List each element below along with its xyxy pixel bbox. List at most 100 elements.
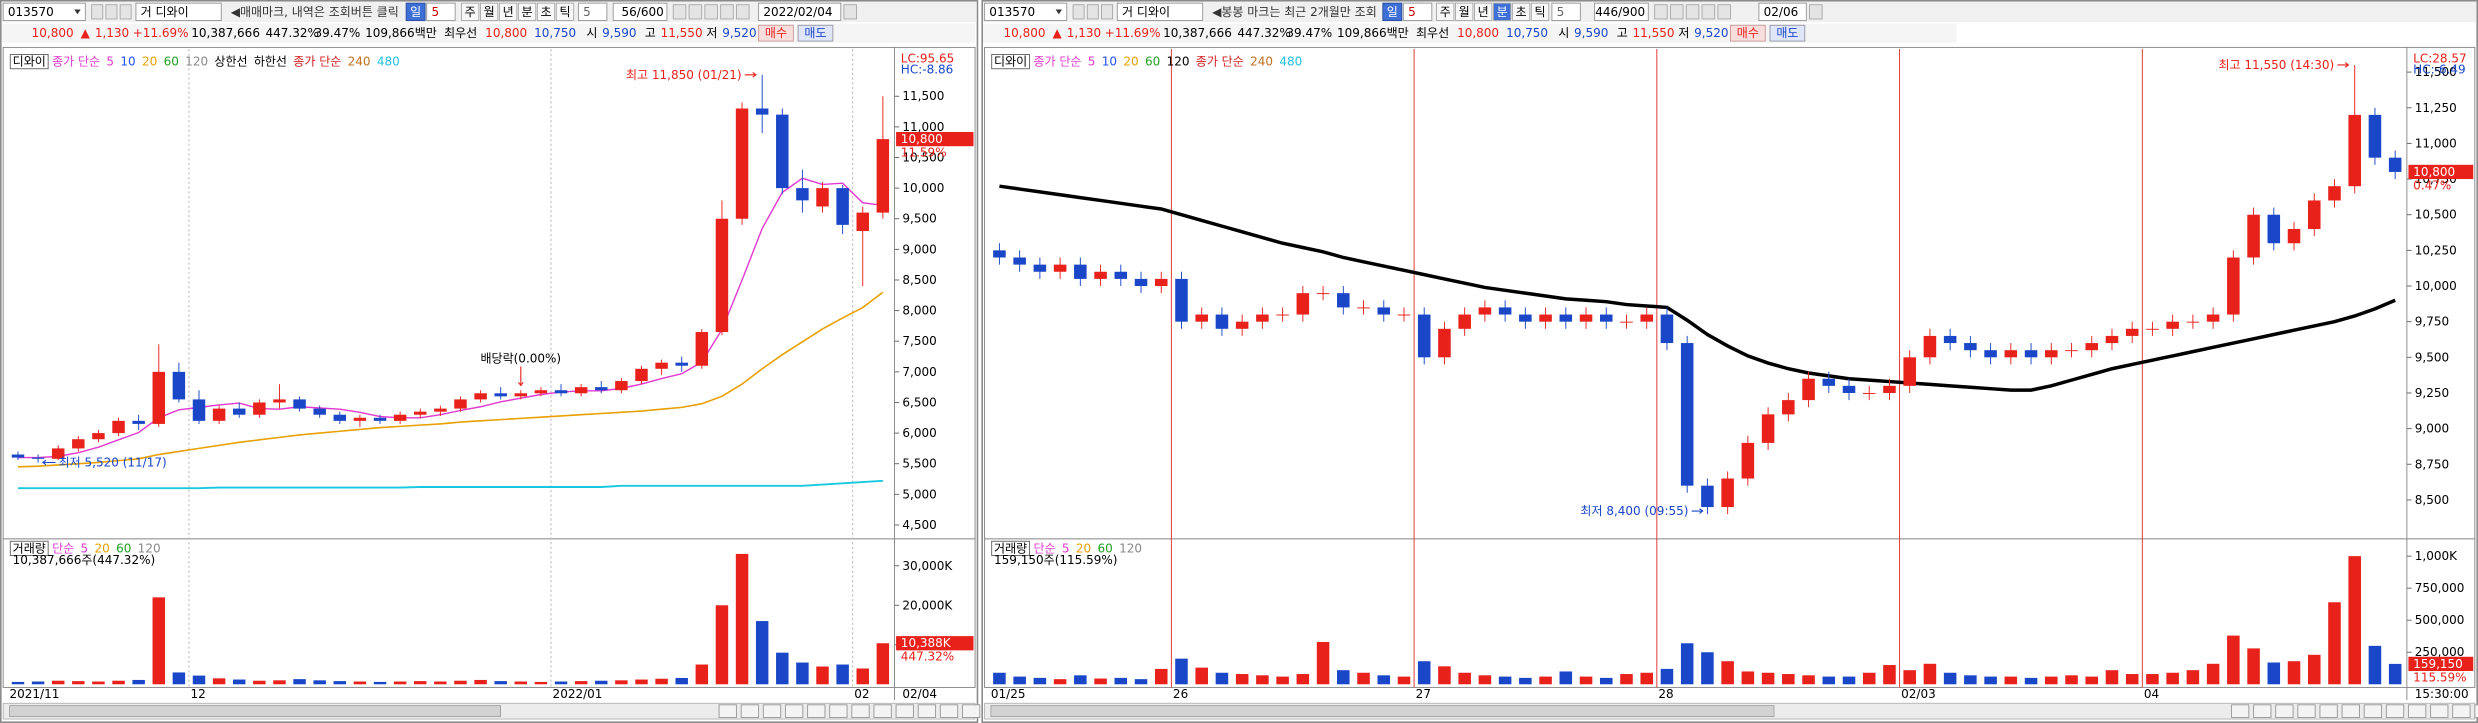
tool-icon[interactable] [1669,4,1684,20]
scroll-button[interactable] [895,704,914,718]
tool-icon[interactable] [672,4,687,20]
name-input[interactable] [135,2,222,22]
scroll-button[interactable] [2230,704,2250,718]
scroll-button[interactable] [939,704,959,718]
date-input[interactable] [758,2,842,22]
tool-icon[interactable] [704,4,718,20]
moving-average [17,291,884,468]
buy-button[interactable] [1730,24,1766,42]
scroll-button[interactable] [762,704,782,718]
name-input[interactable] [1116,2,1204,22]
tool-icon[interactable] [720,4,734,20]
date-input[interactable] [1758,2,1807,22]
legend-item: 20 [1123,55,1138,69]
y-tick-label: 8,500 [902,273,936,287]
tool-icon[interactable] [1685,4,1700,20]
scroll-button[interactable] [2474,704,2478,718]
unit-button[interactable] [555,2,575,22]
tool-icon[interactable] [735,4,750,20]
volume-bar [2146,674,2159,685]
scroll-button[interactable] [740,704,760,718]
unit-button[interactable] [479,2,499,22]
period-button[interactable] [1382,2,1403,22]
period-button[interactable] [405,2,426,22]
scroll-button[interactable] [784,704,804,718]
legend-item: 120 [185,55,208,69]
quote-bar [1,23,976,43]
tick-n-input[interactable] [1551,2,1581,22]
calendar-icon[interactable] [1809,4,1823,20]
scroll-thumb[interactable] [9,705,501,718]
tool-icon[interactable] [1086,4,1099,20]
volume-bar [2287,661,2301,685]
tool-icon[interactable] [688,4,703,20]
count-input[interactable] [1594,2,1649,22]
legend-item: 60 [1097,541,1112,555]
tick-n-input[interactable] [577,2,608,22]
volume-bar [2227,635,2240,685]
scroll-button[interactable] [873,704,892,718]
tool-icon[interactable] [105,4,118,20]
unit-button[interactable] [1530,2,1550,22]
unit-button[interactable] [1436,2,1455,22]
unit-text: 초 [1516,5,1527,19]
unit-button[interactable] [1455,2,1474,22]
unit-button[interactable] [1492,2,1512,22]
tool-icon[interactable] [91,4,104,20]
candle-body [1539,314,1552,322]
candle-body [1802,378,1815,401]
calendar-icon[interactable] [843,4,858,20]
unit-button[interactable] [1511,2,1531,22]
scroll-button[interactable] [2452,704,2471,718]
sell-button[interactable] [1769,24,1806,42]
scroll-button[interactable] [851,704,870,718]
scroll-button[interactable] [961,704,981,718]
scroll-button[interactable] [2319,704,2338,718]
unit-button[interactable] [1473,2,1493,22]
scroll-button[interactable] [2407,704,2427,718]
scroll-button[interactable] [2385,704,2405,718]
scroll-button[interactable] [2275,704,2294,718]
candle-body [1741,442,1755,479]
code-input[interactable] [984,2,1068,22]
name-text: 거 디와이 [1122,5,1170,19]
period-n-input[interactable] [426,2,456,22]
unit-button[interactable] [461,2,480,22]
buy-button[interactable] [758,24,794,42]
candle-body [635,368,648,382]
tool-icon[interactable] [1654,4,1668,20]
volume-badge-pct: 115.59% [2413,670,2466,684]
quote-best-label: 최우선 [1416,26,1449,40]
candle-body [993,250,1006,258]
volume-bar [92,681,105,685]
tool-icon[interactable] [1717,4,1731,20]
scroll-button[interactable] [829,704,848,718]
name-text: 거 디와이 [141,5,189,19]
volume-bar [715,605,729,685]
unit-button[interactable] [517,2,537,22]
tool-icon[interactable] [1701,4,1716,20]
scroll-button[interactable] [2297,704,2316,718]
scroll-button[interactable] [2253,704,2272,718]
volume-tick-label: 500,000 [2415,613,2465,627]
scroll-thumb[interactable] [990,705,1775,718]
scroll-button[interactable] [2363,704,2383,718]
volume-bar [172,672,186,685]
tool-icon[interactable] [1072,4,1085,20]
quote-change-pct: +11.69% [1105,26,1161,40]
period-n-input[interactable] [1402,2,1433,22]
sell-button[interactable] [797,24,834,42]
volume-bar [1215,672,1229,685]
tool-icon[interactable] [1101,4,1114,20]
scroll-button[interactable] [807,704,826,718]
unit-button[interactable] [536,2,556,22]
unit-button[interactable] [498,2,518,22]
scroll-button[interactable] [2430,704,2449,718]
scroll-button[interactable] [2341,704,2360,718]
tool-icon[interactable] [119,4,132,20]
candle-body [1458,314,1471,329]
scroll-button[interactable] [917,704,937,718]
code-input[interactable] [2,2,86,22]
scroll-button[interactable] [718,704,737,718]
count-input[interactable] [612,2,668,22]
